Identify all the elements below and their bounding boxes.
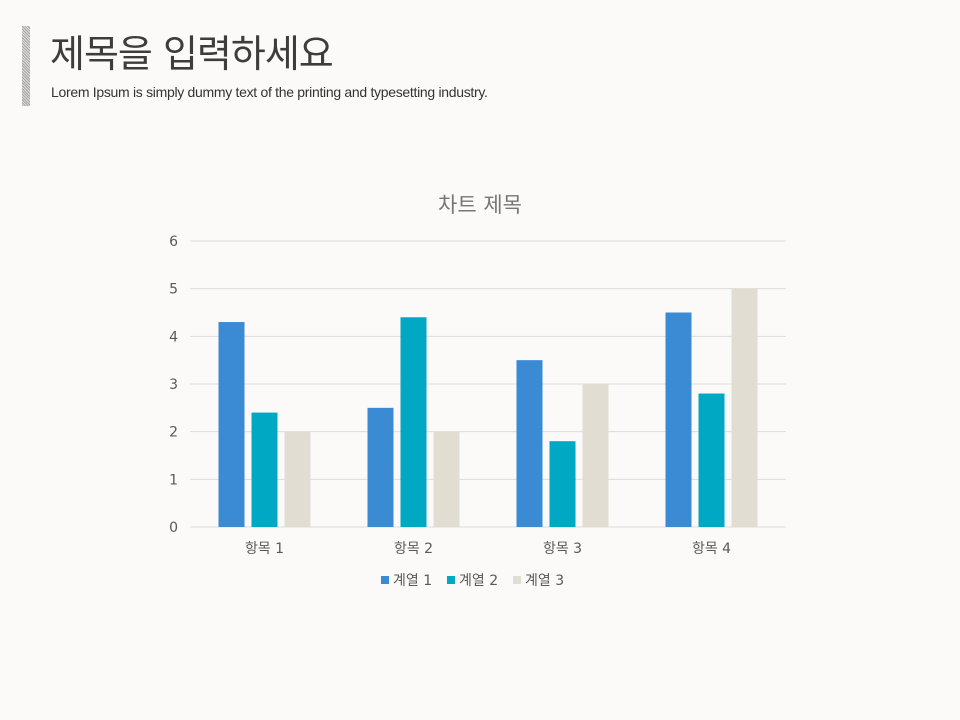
bar — [516, 360, 543, 527]
bar — [549, 441, 576, 527]
y-tick-label: 4 — [169, 329, 178, 345]
y-tick-label: 0 — [169, 520, 178, 536]
y-tick-label: 2 — [169, 425, 178, 441]
legend: 계열 1 계열 2 계열 3 — [381, 573, 564, 589]
bar — [400, 317, 427, 527]
bar — [367, 407, 394, 527]
y-tick-label: 6 — [169, 234, 178, 250]
x-category-label: 항목 3 — [543, 541, 582, 557]
legend-swatch — [447, 576, 455, 584]
bar — [433, 431, 460, 527]
bar — [698, 393, 725, 527]
bar — [582, 384, 609, 527]
x-category-label: 항목 1 — [245, 541, 284, 557]
bar — [284, 431, 311, 527]
legend-label: 계열 1 — [393, 573, 432, 589]
y-axis-ticks: 0 1 2 3 4 5 6 — [169, 234, 178, 536]
gridlines — [190, 240, 786, 528]
title-accent-bar — [22, 26, 30, 106]
chart-title: 차트 제목 — [438, 193, 522, 217]
page-subtitle: Lorem Ipsum is simply dummy text of the … — [51, 84, 488, 100]
legend-label: 계열 2 — [459, 573, 498, 589]
bar — [251, 412, 278, 527]
x-category-label: 항목 2 — [394, 541, 433, 557]
legend-swatch — [513, 576, 521, 584]
x-axis-categories: 항목 1 항목 2 항목 3 항목 4 — [245, 541, 731, 557]
bar — [665, 312, 692, 527]
y-tick-label: 1 — [169, 472, 178, 488]
legend-label: 계열 3 — [525, 573, 564, 589]
page-title: 제목을 입력하세요 — [50, 32, 334, 76]
bar — [218, 322, 245, 527]
y-tick-label: 5 — [169, 282, 178, 298]
x-category-label: 항목 4 — [692, 541, 731, 557]
bars — [218, 288, 758, 527]
bar — [731, 288, 758, 527]
legend-swatch — [381, 576, 389, 584]
y-tick-label: 3 — [169, 377, 178, 393]
